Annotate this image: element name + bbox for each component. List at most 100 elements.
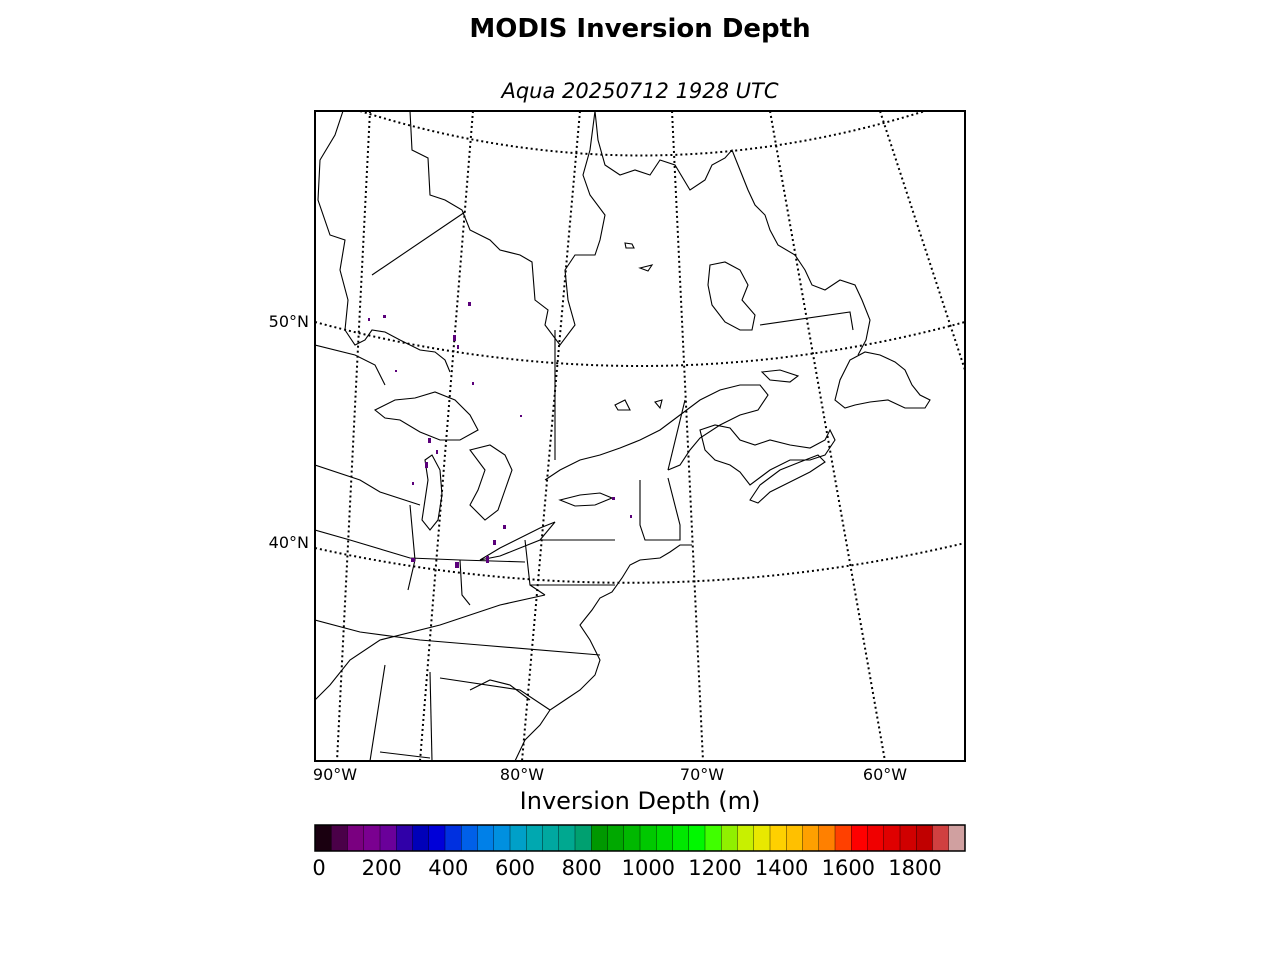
nova-scotia [749, 454, 826, 504]
colorbar-swatch [461, 825, 478, 851]
colorbar-swatch [770, 825, 787, 851]
colorbar-swatch [347, 825, 365, 851]
border-ga [429, 671, 433, 761]
colorbar-swatch [623, 825, 641, 851]
inversion-data-pixels [368, 302, 632, 568]
border-states-1 [315, 464, 421, 506]
colorbar-tick-label: 1400 [754, 856, 809, 880]
colorbar-swatch [315, 825, 332, 851]
border-al [369, 664, 386, 761]
colorbar-swatch [753, 825, 771, 851]
colorbar-swatch [428, 825, 446, 851]
border-states-3 [315, 619, 601, 656]
lon-label-70w: 70°W [679, 765, 725, 784]
colorbar-tick-label: 1200 [688, 856, 742, 880]
colorbar-swatch [688, 825, 706, 851]
colorbar-swatch [721, 825, 738, 851]
meridian-50w [879, 111, 965, 371]
colorbar-swatch [493, 825, 511, 851]
border-new-england [639, 477, 681, 541]
colorbar-swatch [640, 825, 657, 851]
map-title: MODIS Inversion Depth [469, 14, 811, 44]
colorbar-tick-label: 200 [361, 856, 402, 880]
colorbar-tick-label: 1600 [821, 856, 876, 880]
coastlines-and-borders [315, 111, 931, 761]
lake-superior [373, 391, 479, 441]
colorbar-swatch [916, 825, 933, 851]
colorbar-swatch [867, 825, 885, 851]
border-sc [439, 677, 551, 711]
colorbar-swatch [786, 825, 803, 851]
hudson-coast [317, 111, 451, 373]
lon-label-60w: 60°W [862, 765, 908, 784]
colorbar-swatch [331, 825, 348, 851]
colorbar-swatch [705, 825, 722, 851]
border-fl [379, 751, 431, 759]
colorbar-swatch [802, 825, 820, 851]
border-states-4 [315, 594, 546, 701]
gaspe-nb [699, 424, 836, 486]
colorbar-tick-label: 1000 [621, 856, 676, 880]
colorbar-swatch [363, 825, 381, 851]
meridian-90w [336, 111, 371, 761]
colorbar-swatch [883, 825, 901, 851]
colorbar-swatch [591, 825, 608, 851]
lake-erie [479, 521, 556, 561]
colorbar-swatch [575, 825, 592, 851]
colorbar-swatch [558, 825, 576, 851]
colorbar-swatch [542, 825, 560, 851]
graticule [315, 111, 965, 761]
colorbar-tick-label: 400 [428, 856, 469, 880]
colorbar-tick-label: 800 [561, 856, 602, 880]
colorbar-tick-label: 1800 [888, 856, 942, 880]
colorbar-swatch [477, 825, 495, 851]
lon-label-80w: 80°W [499, 765, 545, 784]
border-mn-on [315, 344, 386, 386]
labrador-coast [594, 111, 871, 356]
colorbar-swatch [445, 825, 462, 851]
border-mb-on [371, 211, 466, 276]
border-nc-sc [469, 679, 531, 701]
colorbar-swatch [656, 825, 673, 851]
map-background [315, 111, 965, 761]
colorbar-swatch [948, 825, 966, 851]
colorbar-swatch [900, 825, 917, 851]
james-bay-coast [409, 111, 606, 346]
colorbar-swatch [851, 825, 868, 851]
meridian-80w [521, 111, 581, 761]
colorbar-swatch [818, 825, 836, 851]
lat-label-40n: 40°N [268, 533, 309, 552]
colorbar-swatch [396, 825, 413, 851]
parallel-60n [359, 111, 926, 157]
border-states-2 [315, 529, 526, 563]
lake-michigan [421, 454, 443, 531]
colorbar [315, 825, 966, 851]
colorbar-swatch [412, 825, 430, 851]
colorbar-tick-label: 0 [312, 856, 326, 880]
colorbar-swatch [607, 825, 625, 851]
meridian-60w [769, 111, 886, 761]
border-in-oh [459, 559, 471, 606]
colorbar-swatch [510, 825, 527, 851]
small-islands [614, 242, 663, 411]
border-qc-lab [759, 311, 854, 331]
colorbar-tick-label: 600 [494, 856, 536, 880]
map-subtitle: Aqua 20250712 1928 UTC [501, 79, 779, 103]
meridian-85w [419, 111, 474, 761]
lon-label-90w: 90°W [312, 765, 358, 784]
colorbar-swatch [380, 825, 397, 851]
anticosti [760, 369, 800, 383]
lake-huron [469, 444, 513, 521]
colorbar-swatch [835, 825, 852, 851]
map-frame [314, 110, 966, 762]
lat-label-50n: 50°N [268, 312, 309, 331]
us-east-coast [514, 544, 692, 761]
colorbar-swatch [526, 825, 543, 851]
labrador-lakes [707, 261, 756, 331]
border-qc-nb [667, 399, 686, 471]
meridian-70w [671, 111, 704, 761]
newfoundland [834, 351, 931, 409]
colorbar-swatch [932, 825, 950, 851]
st-lawrence [544, 384, 769, 481]
